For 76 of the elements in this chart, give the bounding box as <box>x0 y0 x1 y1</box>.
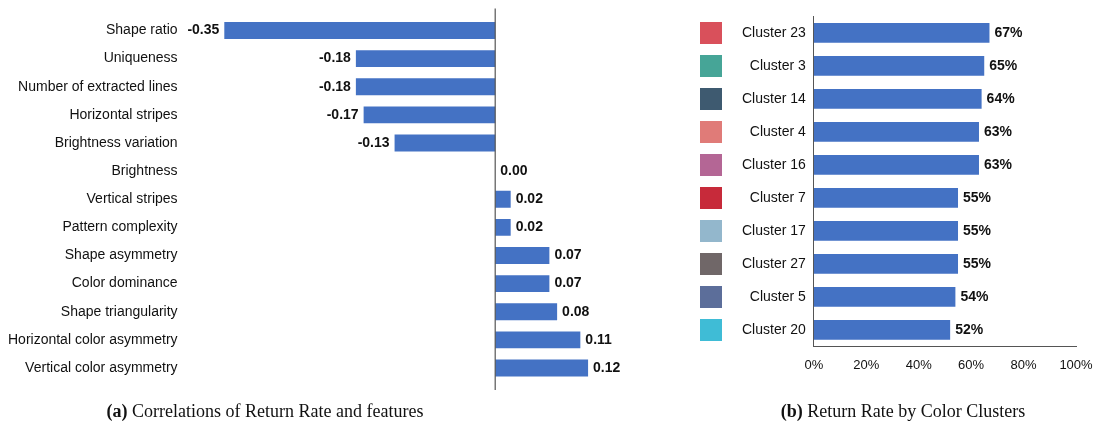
y-tick-label: Shape asymmetry <box>64 246 178 263</box>
bar <box>813 56 985 76</box>
bar <box>495 247 550 264</box>
y-tick-label: Cluster 5 <box>749 287 807 304</box>
data-label: -0.18 <box>318 77 352 94</box>
y-tick-label: Shape triangularity <box>60 302 178 319</box>
bar <box>495 275 550 293</box>
bar <box>813 23 990 43</box>
bar <box>495 218 511 236</box>
y-tick-label: Cluster 4 <box>749 122 807 139</box>
data-label: 0.02 <box>515 190 544 207</box>
bar <box>394 134 496 152</box>
y-tick-label: Cluster 7 <box>749 188 807 205</box>
bar <box>813 287 956 307</box>
data-label: -0.35 <box>187 21 220 38</box>
data-label: -0.18 <box>318 49 352 66</box>
bar <box>813 188 959 208</box>
bar <box>813 254 959 274</box>
y-tick-label: Vertical stripes <box>86 190 178 207</box>
bar <box>224 22 496 39</box>
y-tick-label: Cluster 16 <box>741 155 807 172</box>
y-tick-label: Cluster 27 <box>741 254 807 271</box>
data-label: 0.07 <box>554 246 582 263</box>
data-label: 0.00 <box>500 161 528 178</box>
data-label: 0.07 <box>554 274 582 291</box>
text: (a) Correlations of Return Rate and features <box>106 401 424 422</box>
x-tick-label: 80% <box>1010 356 1038 372</box>
x-tick-label: 60% <box>958 356 985 372</box>
bar <box>495 303 558 321</box>
y-tick-label: Cluster 17 <box>741 221 807 238</box>
y-tick-label: Vertical color asymmetry <box>25 358 178 375</box>
data-label: 63% <box>983 122 1013 139</box>
data-label: 0.12 <box>593 358 621 375</box>
y-tick-label: Horizontal color asymmetry <box>7 330 178 347</box>
y-tick-label: Color dominance <box>71 274 178 291</box>
y-tick-label: Cluster 23 <box>741 23 807 40</box>
bar <box>495 190 511 208</box>
bar <box>813 320 951 340</box>
data-label: -0.13 <box>357 133 390 150</box>
y-tick-label: Cluster 3 <box>749 56 807 73</box>
bar <box>355 78 496 96</box>
y-tick-label: Uniqueness <box>103 49 178 66</box>
bar <box>813 89 982 109</box>
y-tick-label: Cluster 14 <box>741 89 807 106</box>
bar <box>495 331 581 349</box>
text: (b) Return Rate by Color Clusters <box>780 401 1026 422</box>
bar <box>363 106 496 124</box>
y-tick-label: Pattern complexity <box>62 218 178 235</box>
x-tick-label: 40% <box>905 356 933 372</box>
x-tick-label: 100% <box>1059 356 1094 372</box>
data-label: 64% <box>986 89 1016 106</box>
data-label: 55% <box>963 221 992 238</box>
data-label: 0.02 <box>515 218 544 235</box>
data-label: 52% <box>955 320 984 337</box>
bar <box>355 50 496 68</box>
data-label: 0.08 <box>562 302 590 319</box>
bar <box>495 359 589 377</box>
data-label: 0.11 <box>585 330 613 347</box>
y-tick-label: Brightness variation <box>54 133 178 150</box>
data-label: 54% <box>960 287 989 304</box>
y-tick-label: Number of extracted lines <box>18 77 178 94</box>
data-label: 65% <box>989 56 1018 73</box>
data-label: 55% <box>963 188 992 205</box>
y-tick-label: Shape ratio <box>105 21 178 38</box>
y-tick-label: Cluster 20 <box>741 320 807 337</box>
y-tick-label: Horizontal stripes <box>69 105 178 122</box>
data-label: 63% <box>983 155 1013 172</box>
x-tick-label: 20% <box>853 356 880 372</box>
x-tick-label: 0% <box>804 356 824 372</box>
bar <box>813 221 959 241</box>
bar <box>813 122 979 142</box>
data-label: -0.17 <box>326 105 359 122</box>
data-label: 55% <box>963 254 992 271</box>
bar <box>813 155 979 175</box>
y-tick-label: Brightness <box>111 161 178 178</box>
data-label: 67% <box>994 23 1024 40</box>
